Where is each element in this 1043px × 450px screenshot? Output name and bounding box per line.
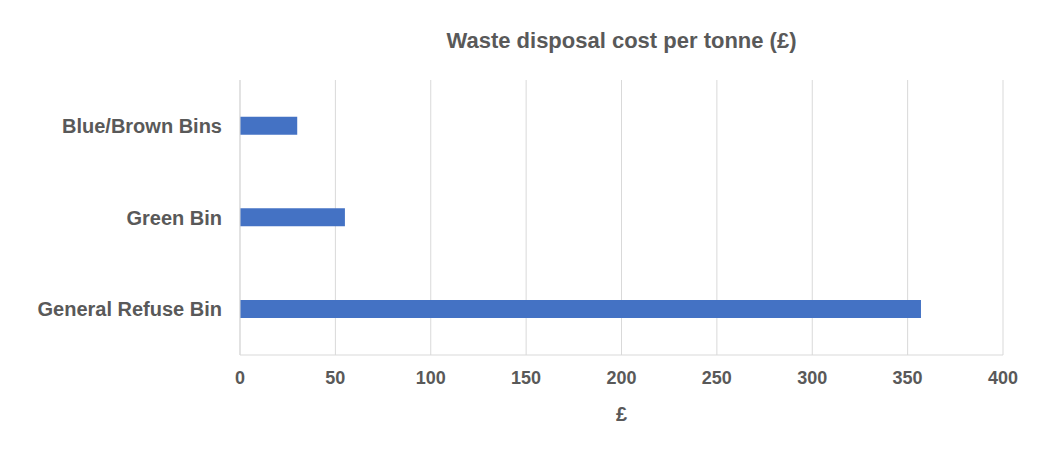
svg-text:0: 0 (235, 368, 245, 388)
svg-text:Green Bin: Green Bin (126, 207, 222, 229)
svg-text:General Refuse Bin: General Refuse Bin (37, 298, 222, 320)
html-text:Waste disposal cost per tonne: Waste disposal cost per tonne (£) (446, 28, 797, 53)
svg-text:350: 350 (893, 368, 923, 388)
svg-text:150: 150 (511, 368, 541, 388)
svg-text:£: £ (616, 403, 627, 425)
svg-text:Blue/Brown Bins: Blue/Brown Bins (62, 115, 222, 137)
svg-text:100: 100 (416, 368, 446, 388)
svg-text:400: 400 (988, 368, 1018, 388)
svg-text:200: 200 (606, 368, 636, 388)
svg-text:50: 50 (325, 368, 345, 388)
svg-text:300: 300 (797, 368, 827, 388)
svg-text:250: 250 (702, 368, 732, 388)
